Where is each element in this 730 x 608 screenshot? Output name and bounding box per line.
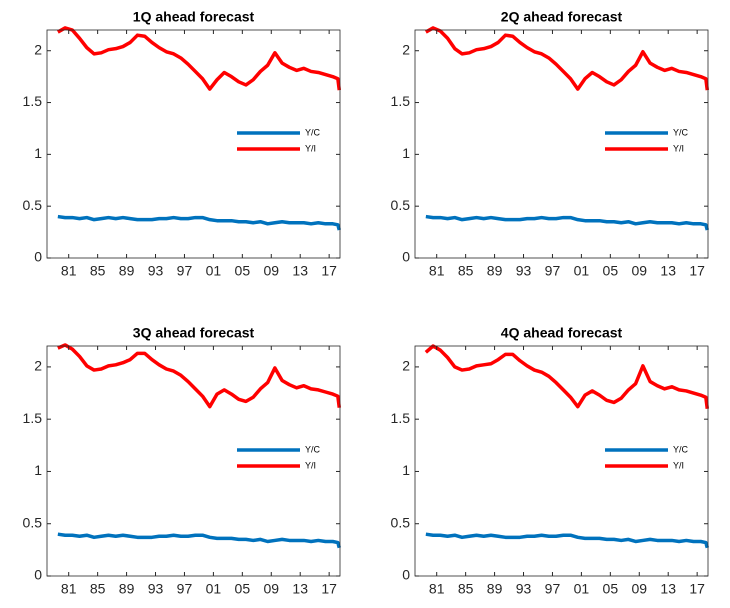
x-tick-label: 81: [61, 263, 77, 279]
x-tick-label: 17: [321, 581, 337, 597]
legend-label: Y/I: [305, 143, 316, 153]
y-tick-label: 1.5: [391, 410, 411, 426]
data-line: [57, 343, 342, 409]
x-tick-label: 13: [292, 263, 308, 279]
y-tick-label: 1.5: [23, 410, 43, 426]
x-tick-label: 85: [458, 581, 474, 597]
x-tick-label: 05: [235, 581, 251, 597]
y-tick-label: 0: [34, 567, 42, 583]
y-tick-label: 1: [34, 462, 42, 478]
legend-label: Y/C: [305, 127, 321, 137]
x-tick-label: 85: [90, 263, 106, 279]
x-tick-label: 89: [487, 581, 503, 597]
y-tick-label: 2: [402, 41, 410, 57]
y-tick-label: 1.5: [391, 93, 411, 109]
y-tick-label: 2: [34, 41, 42, 57]
data-line: [57, 214, 341, 231]
x-tick-label: 01: [574, 581, 590, 597]
x-tick-label: 89: [119, 263, 135, 279]
x-tick-label: 89: [487, 263, 503, 279]
y-tick-label: 0.5: [391, 514, 411, 530]
plot-box: [46, 345, 341, 577]
plot-box: [414, 345, 709, 577]
plot-box: [414, 29, 709, 259]
y-tick-label: 0.5: [23, 197, 43, 213]
chart-title: 1Q ahead forecast: [133, 9, 255, 25]
data-line: [56, 26, 342, 91]
x-tick-label: 93: [516, 581, 532, 597]
x-tick-label: 93: [148, 581, 164, 597]
x-tick-label: 97: [545, 263, 561, 279]
data-line: [425, 214, 709, 231]
chart-title: 3Q ahead forecast: [133, 325, 255, 341]
y-tick-label: 0: [34, 249, 42, 265]
x-tick-label: 17: [689, 581, 705, 597]
x-tick-label: 09: [263, 263, 279, 279]
chart-title: 4Q ahead forecast: [501, 325, 623, 341]
x-tick-label: 09: [631, 263, 647, 279]
y-tick-label: 1: [402, 145, 410, 161]
legend-label: Y/C: [673, 127, 689, 137]
legend-label: Y/I: [673, 460, 684, 470]
plot-box: [46, 29, 341, 259]
y-tick-label: 0.5: [391, 197, 411, 213]
x-tick-label: 09: [631, 581, 647, 597]
chart-title: 2Q ahead forecast: [501, 9, 623, 25]
legend-label: Y/C: [305, 444, 321, 454]
y-tick-label: 1: [34, 145, 42, 161]
data-line: [424, 344, 710, 409]
data-line: [424, 26, 710, 91]
x-tick-label: 13: [660, 581, 676, 597]
x-tick-label: 97: [545, 581, 561, 597]
x-tick-label: 81: [429, 263, 445, 279]
y-tick-label: 0: [402, 567, 410, 583]
x-tick-label: 13: [660, 263, 676, 279]
x-tick-label: 93: [516, 263, 532, 279]
x-tick-label: 01: [206, 263, 222, 279]
legend-label: Y/C: [673, 444, 689, 454]
y-tick-label: 1: [402, 462, 410, 478]
x-tick-label: 01: [574, 263, 590, 279]
x-tick-label: 13: [292, 581, 308, 597]
x-tick-label: 05: [235, 263, 251, 279]
legend-label: Y/I: [673, 143, 684, 153]
x-tick-label: 97: [177, 263, 193, 279]
x-tick-label: 81: [429, 581, 445, 597]
x-tick-label: 81: [61, 581, 77, 597]
data-line: [425, 532, 709, 549]
y-tick-label: 2: [34, 358, 42, 374]
x-tick-label: 85: [458, 263, 474, 279]
x-tick-label: 93: [148, 263, 164, 279]
x-tick-label: 05: [603, 581, 619, 597]
y-tick-label: 2: [402, 358, 410, 374]
x-tick-label: 05: [603, 263, 619, 279]
x-tick-label: 85: [90, 581, 106, 597]
data-line: [57, 532, 341, 549]
y-tick-label: 1.5: [23, 93, 43, 109]
x-tick-label: 17: [321, 263, 337, 279]
legend-label: Y/I: [305, 460, 316, 470]
x-tick-label: 17: [689, 263, 705, 279]
x-tick-label: 97: [177, 581, 193, 597]
y-tick-label: 0.5: [23, 514, 43, 530]
x-tick-label: 89: [119, 581, 135, 597]
y-tick-label: 0: [402, 249, 410, 265]
x-tick-label: 01: [206, 581, 222, 597]
x-tick-label: 09: [263, 581, 279, 597]
